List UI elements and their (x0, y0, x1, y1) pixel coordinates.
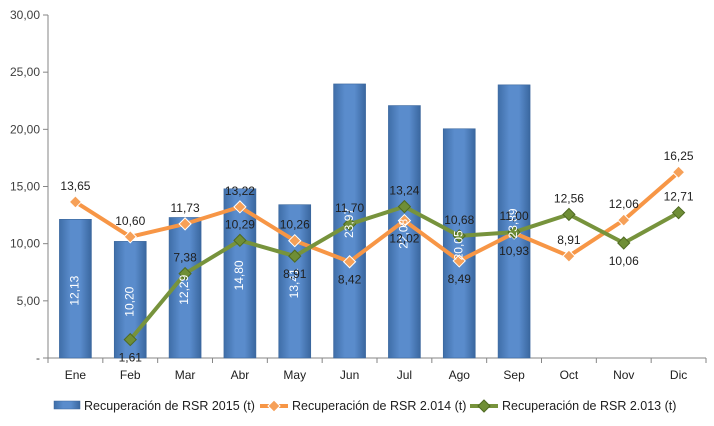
series-2014-point (397, 213, 412, 228)
series-2013-point (233, 233, 247, 248)
x-tick-label: May (283, 368, 306, 382)
series-2014-point (123, 230, 137, 244)
series-2013-point (123, 332, 137, 347)
y-tick-label: 25,00 (10, 65, 40, 79)
series-2014-value-label: 8,42 (338, 273, 362, 287)
y-tick-label: 15,00 (10, 180, 40, 194)
series-2013-point (617, 236, 631, 250)
y-tick-label: 20,00 (10, 122, 40, 136)
y-tick-label: 30,00 (10, 8, 40, 22)
series-2014-value-label: 8,91 (557, 233, 581, 247)
series-2014-point (562, 249, 576, 263)
x-tick-label: Jun (340, 368, 359, 382)
x-tick-label: Ago (449, 368, 471, 382)
bar-value-label: 10,20 (122, 286, 136, 316)
series-2013-point (342, 217, 357, 231)
series-2014-value-label: 10,60 (115, 214, 145, 228)
y-tick-label: 5,00 (17, 294, 41, 308)
series-2013-point (452, 229, 466, 243)
series-2013-point (507, 225, 521, 239)
x-tick-label: Nov (613, 368, 634, 382)
bar-value-label: 12,13 (68, 275, 82, 305)
series-2014-value-label: 12,06 (609, 197, 639, 211)
x-tick-label: Oct (560, 368, 579, 382)
bar-value-label: 23,89 (506, 208, 520, 238)
bar-value-label: 20,05 (451, 230, 465, 260)
series-2014-point (617, 213, 631, 227)
legend-label-2014: Recuperación de RSR 2.014 (t) (292, 399, 466, 413)
series-2013-value-label: 11,70 (335, 201, 364, 215)
x-tick-label: Ene (65, 368, 87, 382)
series-2014-point (288, 233, 302, 248)
bar-value-label: 22,08 (397, 218, 411, 248)
series-2013-value-label: 10,06 (609, 254, 639, 268)
x-tick-label: Sep (503, 368, 525, 382)
series-2013-value-label: 10,29 (225, 217, 255, 231)
bar (223, 188, 257, 359)
series-2014-point (452, 254, 466, 268)
series-2013-value-label: 12,56 (554, 191, 584, 205)
series-2014-value-label: 10,93 (499, 244, 529, 258)
series-2013-point (178, 266, 192, 281)
series-2014-point (233, 200, 247, 214)
series-2014-value-label: 16,25 (664, 149, 694, 163)
x-tick-label: Dic (670, 368, 687, 382)
series-2013-value-label: 12,71 (664, 190, 694, 204)
series-2014-point (68, 195, 83, 209)
bar (388, 105, 421, 359)
y-tick-label: - (36, 351, 40, 365)
bar (497, 84, 531, 359)
series-2014-value-label: 13,65 (60, 179, 90, 193)
series-2013-point (288, 249, 302, 263)
bar (59, 219, 92, 359)
legend-swatch-2014-marker (267, 399, 281, 413)
y-tick-label: 10,00 (10, 237, 40, 251)
series-2013-value-label: 13,24 (389, 184, 419, 198)
bar (442, 128, 476, 359)
data-labels: 12,13 10,20 12,29 14,80 13,41 23,97 22,08 20,05… (60, 149, 694, 364)
x-tick-label: Abr (231, 368, 250, 382)
bar-value-label: 23,97 (342, 208, 356, 238)
series-2013-value-label: 10,68 (444, 213, 474, 227)
x-tick-label: Mar (175, 368, 196, 382)
bar-series (59, 83, 531, 359)
bar-value-label: 14,80 (232, 260, 246, 290)
bar (278, 204, 312, 359)
legend-label-2013: Recuperación de RSR 2.013 (t) (502, 399, 676, 413)
series-2014-value-label: 10,26 (280, 218, 310, 232)
y-axis: - 5,00 10,00 15,00 20,00 25,00 30,00 (10, 8, 49, 365)
series-2014-value-label: 12,02 (389, 232, 419, 246)
series-2013-value-label: 1,61 (119, 351, 143, 365)
series-2013-value-label: 7,38 (173, 251, 197, 265)
series-2013-point (397, 199, 412, 214)
x-axis: Ene Feb Mar Abr May Jun Jul Ago Sep Oct Nov Dic (47, 357, 707, 382)
legend-swatch-2015 (53, 400, 81, 410)
series-2013-value-label: 11,00 (500, 209, 529, 223)
x-tick-label: Jul (397, 368, 412, 382)
series-2013-point (671, 205, 686, 220)
series-2014-value-label: 13,22 (225, 184, 255, 198)
bar-value-label: 13,41 (287, 268, 301, 298)
series-2013-point (562, 207, 576, 222)
legend-swatch-2013-marker (477, 399, 491, 413)
legend: Recuperación de RSR 2015 (t) Recuperación… (53, 399, 676, 413)
series-2014-point (671, 165, 686, 179)
legend-label-2015: Recuperación de RSR 2015 (t) (84, 399, 255, 413)
bar-value-label: 12,29 (177, 274, 191, 304)
series-2014-value-label: 11,73 (171, 201, 200, 215)
x-tick-label: Feb (120, 368, 141, 382)
series-2013-value-label: 8,91 (283, 267, 307, 281)
series-2014-point (178, 217, 192, 231)
line-series (68, 165, 686, 347)
series-2014-line (73, 170, 681, 264)
series-2014-point (342, 255, 357, 269)
series-2014-value-label: 8,49 (448, 272, 472, 286)
